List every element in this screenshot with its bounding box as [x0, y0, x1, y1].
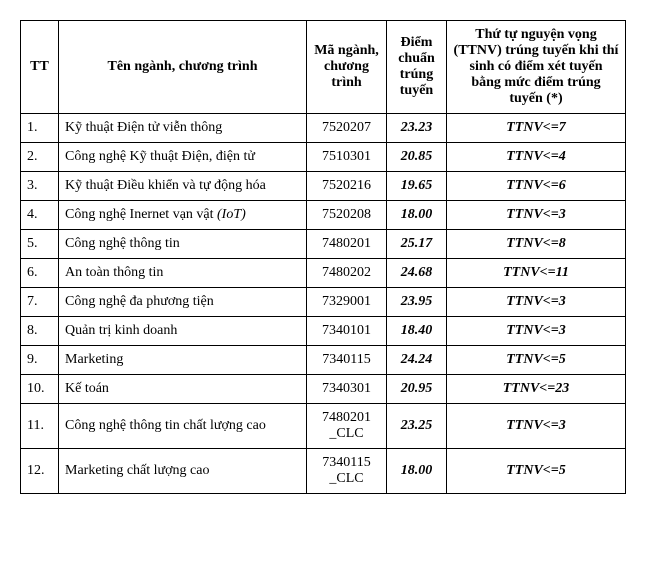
cell-tt: 7.: [21, 288, 59, 317]
table-row: 10.Kế toán734030120.95TTNV<=23: [21, 375, 626, 404]
col-header-ttnv: Thứ tự nguyện vọng (TTNV) trúng tuyến kh…: [447, 21, 626, 114]
cell-tt: 11.: [21, 404, 59, 449]
table-row: 6.An toàn thông tin748020224.68TTNV<=11: [21, 259, 626, 288]
cell-ttnv: TTNV<=3: [447, 404, 626, 449]
cell-tt: 10.: [21, 375, 59, 404]
cell-score: 23.25: [387, 404, 447, 449]
table-row: 2.Công nghệ Kỹ thuật Điện, điện tử751030…: [21, 143, 626, 172]
cell-code: 7480201: [307, 230, 387, 259]
cell-code: 7520207: [307, 114, 387, 143]
cell-score: 18.00: [387, 201, 447, 230]
table-row: 8.Quản trị kinh doanh734010118.40TTNV<=3: [21, 317, 626, 346]
header-row: TT Tên ngành, chương trình Mã ngành, chư…: [21, 21, 626, 114]
cell-score: 24.68: [387, 259, 447, 288]
cell-score: 20.85: [387, 143, 447, 172]
cell-ttnv: TTNV<=3: [447, 201, 626, 230]
col-header-score: Điểm chuẩn trúng tuyến: [387, 21, 447, 114]
cell-tt: 5.: [21, 230, 59, 259]
col-header-tt: TT: [21, 21, 59, 114]
cell-name: Kế toán: [59, 375, 307, 404]
cell-code: 7480202: [307, 259, 387, 288]
table-row: 4.Công nghệ Inernet vạn vật (IoT)7520208…: [21, 201, 626, 230]
table-container: TT Tên ngành, chương trình Mã ngành, chư…: [20, 20, 625, 494]
cell-score: 18.00: [387, 449, 447, 494]
cell-name: Kỹ thuật Điều khiển và tự động hóa: [59, 172, 307, 201]
col-header-name: Tên ngành, chương trình: [59, 21, 307, 114]
cell-tt: 3.: [21, 172, 59, 201]
cell-score: 20.95: [387, 375, 447, 404]
cell-name: Marketing: [59, 346, 307, 375]
cell-code: 7480201_CLC: [307, 404, 387, 449]
cell-ttnv: TTNV<=8: [447, 230, 626, 259]
cell-code: 7329001: [307, 288, 387, 317]
col-header-code: Mã ngành, chương trình: [307, 21, 387, 114]
cell-name: Kỹ thuật Điện tử viễn thông: [59, 114, 307, 143]
admission-table: TT Tên ngành, chương trình Mã ngành, chư…: [20, 20, 626, 494]
cell-code: 7520208: [307, 201, 387, 230]
cell-ttnv: TTNV<=7: [447, 114, 626, 143]
cell-score: 23.95: [387, 288, 447, 317]
cell-score: 18.40: [387, 317, 447, 346]
cell-tt: 12.: [21, 449, 59, 494]
cell-name: Công nghệ Kỹ thuật Điện, điện tử: [59, 143, 307, 172]
cell-name: Quản trị kinh doanh: [59, 317, 307, 346]
cell-tt: 1.: [21, 114, 59, 143]
table-row: 9.Marketing734011524.24TTNV<=5: [21, 346, 626, 375]
cell-code: 7340301: [307, 375, 387, 404]
cell-ttnv: TTNV<=5: [447, 449, 626, 494]
cell-code: 7340101: [307, 317, 387, 346]
table-row: 5.Công nghệ thông tin748020125.17TTNV<=8: [21, 230, 626, 259]
table-body: 1.Kỹ thuật Điện tử viễn thông752020723.2…: [21, 114, 626, 494]
cell-tt: 8.: [21, 317, 59, 346]
cell-score: 24.24: [387, 346, 447, 375]
cell-name: Công nghệ thông tin chất lượng cao: [59, 404, 307, 449]
cell-tt: 9.: [21, 346, 59, 375]
cell-ttnv: TTNV<=5: [447, 346, 626, 375]
cell-score: 23.23: [387, 114, 447, 143]
cell-tt: 6.: [21, 259, 59, 288]
cell-tt: 4.: [21, 201, 59, 230]
cell-name: An toàn thông tin: [59, 259, 307, 288]
table-row: 11.Công nghệ thông tin chất lượng cao748…: [21, 404, 626, 449]
table-row: 12.Marketing chất lượng cao7340115_CLC18…: [21, 449, 626, 494]
cell-ttnv: TTNV<=23: [447, 375, 626, 404]
cell-code: 7340115_CLC: [307, 449, 387, 494]
cell-tt: 2.: [21, 143, 59, 172]
table-row: 3.Kỹ thuật Điều khiển và tự động hóa7520…: [21, 172, 626, 201]
cell-ttnv: TTNV<=3: [447, 288, 626, 317]
table-row: 1.Kỹ thuật Điện tử viễn thông752020723.2…: [21, 114, 626, 143]
cell-code: 7340115: [307, 346, 387, 375]
cell-name: Công nghệ Inernet vạn vật (IoT): [59, 201, 307, 230]
cell-code: 7520216: [307, 172, 387, 201]
cell-code: 7510301: [307, 143, 387, 172]
table-row: 7.Công nghệ đa phương tiện732900123.95TT…: [21, 288, 626, 317]
cell-name: Marketing chất lượng cao: [59, 449, 307, 494]
cell-name: Công nghệ đa phương tiện: [59, 288, 307, 317]
cell-score: 25.17: [387, 230, 447, 259]
cell-ttnv: TTNV<=11: [447, 259, 626, 288]
cell-score: 19.65: [387, 172, 447, 201]
cell-ttnv: TTNV<=3: [447, 317, 626, 346]
cell-ttnv: TTNV<=6: [447, 172, 626, 201]
cell-name: Công nghệ thông tin: [59, 230, 307, 259]
cell-ttnv: TTNV<=4: [447, 143, 626, 172]
